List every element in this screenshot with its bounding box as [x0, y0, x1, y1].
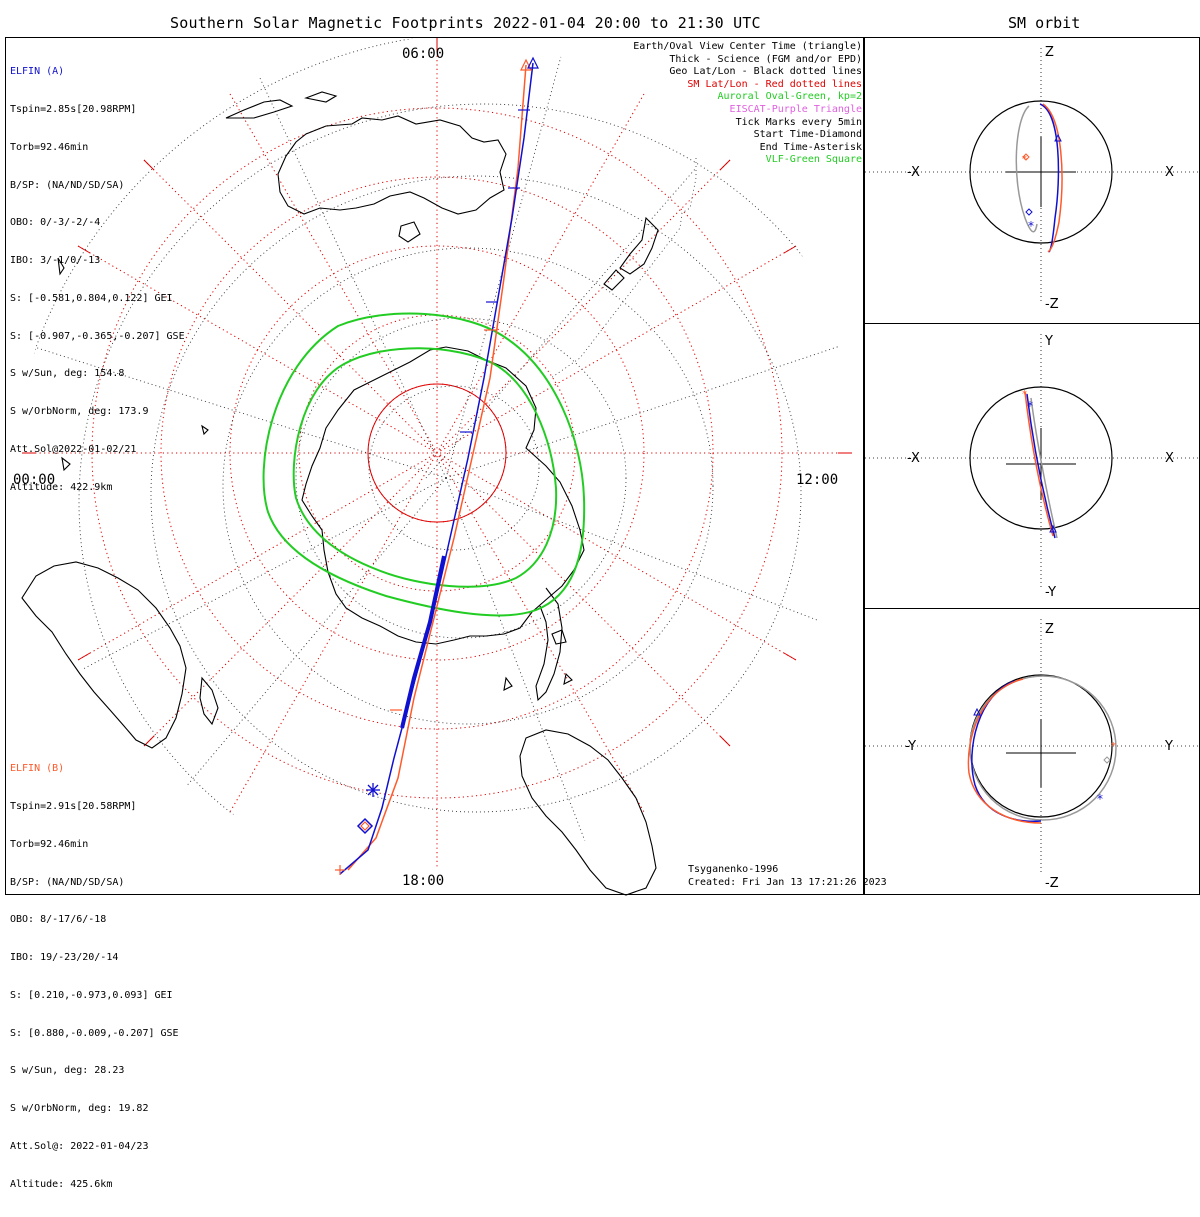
auroral-oval [262, 312, 586, 617]
legend-item-sm-grid: SM Lat/Lon - Red dotted lines [687, 78, 862, 90]
orbit-yz-right-label: Y [1164, 739, 1173, 754]
mlt-label-left: 00:00 [13, 472, 55, 488]
orbit-xz-bottom-label: -Z [1045, 297, 1059, 312]
elfin-b-tspin: Tspin=2.91s[20.58RPM] [10, 800, 137, 812]
elfin-a-s-sun: S w/Sun, deg: 154.8 [10, 368, 125, 380]
orbit-yz-left-label: -Y [905, 739, 916, 754]
mlt-label-right: 12:00 [796, 472, 838, 488]
elfin-b-torb: Torb=92.46min [10, 838, 89, 850]
orbit-xz-top-label: Z [1045, 45, 1054, 60]
elfin-b-s-gse: S: [0.880,-0.009,-0.207] GSE [10, 1027, 179, 1039]
orbit-xz-trace-gray [1015, 105, 1038, 233]
elfin-b-tick-marks [390, 329, 496, 711]
orbit-yz-plot: * * -Y Y Z -Z [865, 619, 1200, 891]
orbit-panel-xz: * * -X X Z -Z [864, 37, 1200, 324]
mlt-label-top: 06:00 [402, 46, 444, 62]
legend: Earth/Oval View Center Time (triangle) T… [633, 41, 862, 167]
elfin-b-s-sun: S w/Sun, deg: 28.23 [10, 1065, 125, 1077]
elfin-b-obo: OBO: 8/-17/6/-18 [10, 914, 107, 926]
orbit-yz-top-label: Z [1045, 622, 1054, 637]
orbit-xy-trace-b [1024, 391, 1054, 537]
elfin-b-info: ELFIN (B) Tspin=2.91s[20.58RPM] Torb=92.… [10, 738, 179, 1217]
legend-item-eiscat: EISCAT-Purple Triangle [729, 103, 862, 115]
legend-item-tick-marks: Tick Marks every 5min [735, 116, 862, 128]
orbit-title: SM orbit [1008, 14, 1081, 32]
elfin-b-start-diamond [360, 821, 370, 831]
legend-item-geo-grid: Geo Lat/Lon - Black dotted lines [669, 66, 862, 78]
orbit-xy-left-label: -X [907, 451, 920, 466]
orbit-xz-earth [969, 100, 1113, 244]
orbit-yz-bottom-label: -Z [1045, 876, 1059, 891]
svg-text:*: * [1028, 219, 1034, 233]
elfin-b-s-gei: S: [0.210,-0.973,0.093] GEI [10, 989, 173, 1001]
elfin-a-title: ELFIN (A) [10, 66, 65, 78]
elfin-a-track [339, 62, 534, 875]
orbit-xy-right-label: X [1165, 451, 1174, 466]
model-label: Tsyganenko-1996 [688, 864, 779, 875]
legend-item-auroral-oval: Auroral Oval-Green, kp=2 [717, 91, 863, 103]
elfin-a-info: ELFIN (A) Tspin=2.85s[20.98RPM] Torb=92.… [10, 41, 185, 520]
elfin-a-tick-marks [460, 109, 530, 433]
elfin-a-s-gse: S: [-0.907,-0.365,-0.207] GSE [10, 330, 185, 342]
orbit-xz-right-label: X [1165, 165, 1174, 180]
footprint-map: 06:00 00:00 12:00 18:00 [13, 38, 852, 896]
orbit-xy-trace-a [1026, 393, 1056, 539]
orbit-xz-plot: * * -X X Z -Z [865, 45, 1200, 312]
elfin-a-start-diamond [356, 817, 374, 835]
orbit-xz-trace-b [1042, 103, 1063, 253]
orbit-panel-yz: * * -Y Y Z -Z [864, 608, 1200, 895]
elfin-a-center-triangle [527, 56, 539, 69]
orbit-xy-plot: * * -X X Y -Y [865, 334, 1200, 600]
elfin-a-att-sol: Att.Sol@2022-01-02/21 [10, 444, 137, 455]
mlt-label-bottom: 18:00 [402, 873, 444, 889]
elfin-a-tspin: Tspin=2.85s[20.98RPM] [10, 103, 137, 115]
orbit-xy-bottom-label: -Y [1045, 585, 1056, 600]
orbit-xz-left-label: -X [907, 165, 920, 180]
orbit-xy-top-label: Y [1044, 334, 1053, 349]
elfin-b-bsp: B/SP: (NA/ND/SD/SA) [10, 876, 125, 888]
orbit-yz-trace-b [967, 678, 1042, 824]
orbit-xz-trace-a [1039, 103, 1060, 253]
elfin-a-bsp: B/SP: (NA/ND/SD/SA) [10, 179, 125, 191]
elfin-a-altitude: Altitude: 422.9km [10, 481, 113, 493]
elfin-a-s-gei: S: [-0.581,0.804,0.122] GEI [10, 292, 173, 304]
svg-text:*: * [1022, 154, 1027, 165]
legend-item-start-time: Start Time-Diamond [753, 129, 862, 141]
elfin-a-science-segment [400, 555, 446, 729]
elfin-b-ibo: IBO: 19/-23/20/-14 [10, 952, 119, 964]
sm-meridians [22, 38, 852, 868]
legend-item-vlf: VLF-Green Square [765, 154, 862, 166]
orbit-panel-xy: * * -X X Y -Y [864, 323, 1200, 609]
svg-text:*: * [1111, 741, 1116, 752]
elfin-b-s-orbnorm: S w/OrbNorm, deg: 19.82 [10, 1103, 149, 1115]
created-label: Created: Fri Jan 13 17:21:26 2023 [688, 877, 887, 888]
elfin-a-ibo: IBO: 3/-1/0/-13 [10, 255, 101, 267]
legend-item-science: Thick - Science (FGM and/or EPD) [669, 53, 862, 65]
elfin-a-torb: Torb=92.46min [10, 141, 89, 153]
elfin-b-track [347, 64, 527, 871]
coastlines [21, 91, 659, 896]
orbit-xy-earth [969, 386, 1113, 530]
geo-grid [22, 38, 852, 868]
elfin-b-title: ELFIN (B) [10, 763, 65, 775]
legend-item-view-center: Earth/Oval View Center Time (triangle) [633, 41, 862, 52]
elfin-a-s-orbnorm: S w/OrbNorm, deg: 173.9 [10, 406, 149, 418]
elfin-a-end-asterisk [366, 783, 380, 797]
plot-title: Southern Solar Magnetic Footprints 2022-… [170, 14, 761, 32]
orbit-xy-trace-gray [1030, 397, 1058, 539]
elfin-a-obo: OBO: 0/-3/-2/-4 [10, 217, 101, 229]
elfin-b-att-sol: Att.Sol@: 2022-01-04/23 [10, 1141, 149, 1152]
elfin-b-center-triangle [520, 58, 532, 71]
elfin-b-altitude: Altitude: 425.6km [10, 1178, 113, 1190]
svg-text:*: * [1097, 792, 1103, 806]
terminator-line [550, 158, 697, 379]
svg-text:*: * [1022, 389, 1027, 400]
legend-item-end-time: End Time-Asterisk [759, 141, 862, 153]
svg-text:*: * [1027, 399, 1033, 413]
elfin-b-end-asterisk [335, 865, 345, 875]
